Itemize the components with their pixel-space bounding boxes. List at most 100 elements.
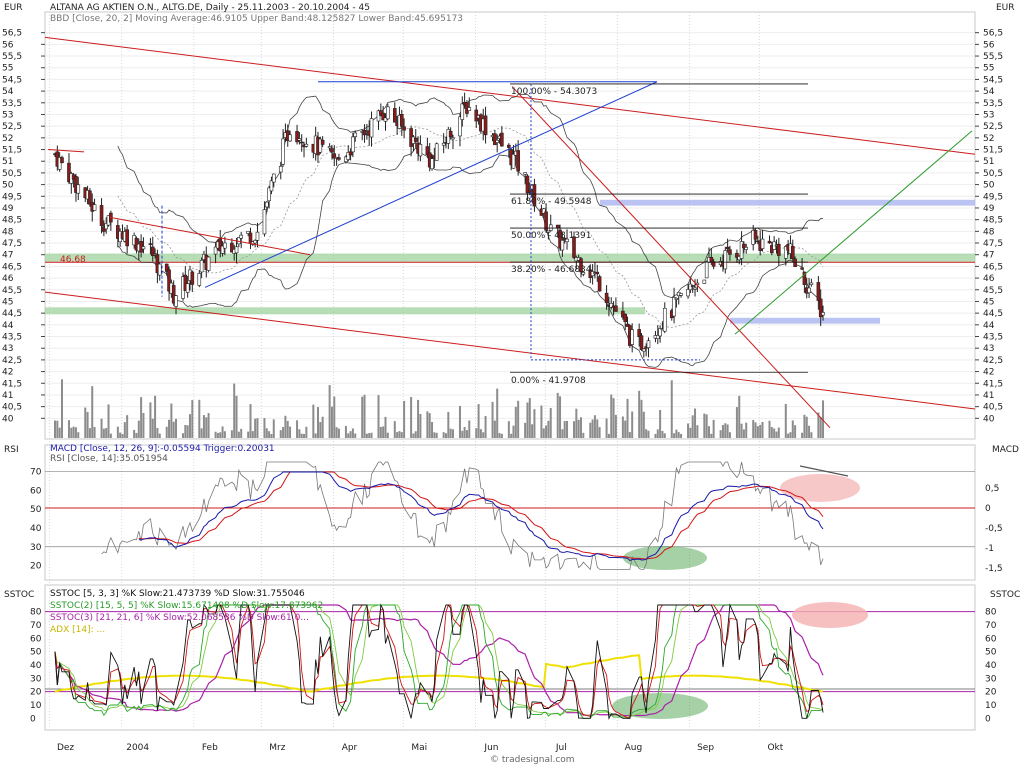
volume-bar — [661, 430, 664, 438]
volume-bar — [207, 413, 210, 438]
volume-bar — [202, 415, 205, 438]
candle-body — [76, 184, 81, 194]
volume-bar — [805, 416, 808, 438]
y-tick-label-right: 54,5 — [983, 75, 1003, 85]
rsi-tick-label: 20 — [30, 562, 42, 572]
y-tick-label-left: 51,5 — [2, 146, 22, 156]
candle-body — [623, 313, 628, 323]
candle-body — [565, 238, 569, 243]
candle-body — [639, 335, 644, 351]
volume-bar — [582, 432, 585, 438]
fib-label-618: 61.80% - 49.5948 — [511, 197, 592, 207]
volume-bar — [151, 418, 154, 438]
sstoc2-legend: SSTOC(2) [15, 5, 5] %K Slow:15.671408 %D… — [50, 601, 323, 611]
macd-tick-label: -1,5 — [985, 564, 1003, 574]
support-zone — [45, 307, 645, 315]
volume-bar — [801, 432, 804, 438]
candle-body — [237, 237, 241, 245]
macd-label: MACD — [992, 445, 1019, 455]
volume-bar — [444, 433, 447, 438]
y-tick-label-right: 51 — [983, 157, 994, 167]
candle-body — [614, 305, 618, 312]
volume-bar — [484, 415, 487, 438]
volume-bar — [442, 432, 445, 438]
candle-body — [99, 205, 104, 226]
volume-bar — [559, 396, 562, 438]
volume-bar — [621, 416, 624, 438]
y-tick-label-left: 52,5 — [2, 122, 22, 132]
volume-bar — [123, 422, 126, 438]
volume-bar — [156, 427, 159, 438]
volume-bar — [235, 395, 238, 438]
sstoc-label-left: SSTOC — [4, 590, 34, 600]
volume-bar — [214, 431, 217, 438]
volume-bar — [545, 425, 548, 438]
volume-bar — [107, 404, 110, 438]
rsi-overbought-highlight — [780, 474, 860, 502]
volume-bar — [614, 414, 617, 438]
candle-body — [418, 144, 423, 157]
volume-bars — [54, 379, 825, 438]
candle-body — [495, 140, 499, 143]
volume-bar — [426, 411, 429, 438]
y-tick-label-left: 46 — [2, 274, 14, 284]
sstoc-tick-label: 80 — [30, 608, 42, 618]
volume-bar — [88, 428, 91, 438]
candle-body — [560, 239, 565, 251]
volume-bar — [626, 398, 629, 438]
volume-bar — [60, 379, 63, 438]
volume-bar — [403, 400, 406, 438]
sstoc-lines — [45, 602, 975, 720]
candle-body — [821, 312, 825, 316]
volume-bar — [188, 414, 191, 438]
volume-bar — [491, 401, 494, 438]
sstoc-tick-label: 60 — [985, 634, 997, 644]
y-tick-label-right: 45 — [983, 297, 994, 307]
volume-bar — [344, 425, 347, 438]
y-tick-label-right: 47 — [983, 251, 994, 261]
volume-bar — [249, 404, 252, 438]
y-tick-label-right: 53,5 — [983, 99, 1003, 109]
lower-band — [117, 147, 824, 368]
sstoc-tick-label: 50 — [985, 648, 997, 658]
short-resistance — [47, 149, 85, 153]
volume-bar — [719, 430, 722, 438]
volume-bar — [135, 432, 138, 438]
y-tick-label-left: 44,5 — [2, 309, 22, 319]
volume-bar — [417, 399, 420, 438]
volume-bar — [663, 433, 666, 438]
moving-average — [117, 126, 824, 328]
candle-body — [337, 157, 341, 160]
y-tick-label-left: 48,5 — [2, 216, 22, 226]
volume-bar — [282, 427, 285, 438]
y-tick-label-left: 54,5 — [2, 75, 22, 85]
x-tick-label: Dez — [57, 743, 74, 753]
volume-bar — [691, 415, 694, 438]
volume-bar — [247, 431, 250, 438]
currency-right: EUR — [996, 3, 1015, 13]
volume-bar — [149, 402, 152, 438]
candle-body — [267, 187, 271, 202]
candle-body — [376, 110, 381, 122]
candle-body — [246, 230, 250, 234]
sstoc-tick-label: 60 — [30, 634, 42, 644]
candle-body — [295, 131, 299, 143]
candle-body — [658, 328, 662, 337]
macd-tick-label: -0,5 — [985, 524, 1003, 534]
volume-bar — [461, 430, 464, 438]
volume-bar — [563, 421, 566, 438]
sstoc-tick-label: 70 — [30, 621, 42, 631]
volume-bar — [305, 426, 308, 438]
volume-bar — [577, 419, 580, 438]
candle-body — [809, 282, 814, 286]
volume-bar — [414, 431, 417, 438]
candle-body — [802, 271, 807, 285]
sstoc-tick-label: 30 — [985, 674, 997, 684]
y-tick-label-right: 50,5 — [983, 169, 1003, 179]
volume-bar — [742, 429, 745, 438]
volume-bar — [172, 421, 175, 438]
candle-body — [206, 256, 211, 271]
y-tick-label-left: 53,5 — [2, 99, 22, 109]
volume-bar — [284, 415, 287, 438]
candle-body — [467, 107, 472, 111]
